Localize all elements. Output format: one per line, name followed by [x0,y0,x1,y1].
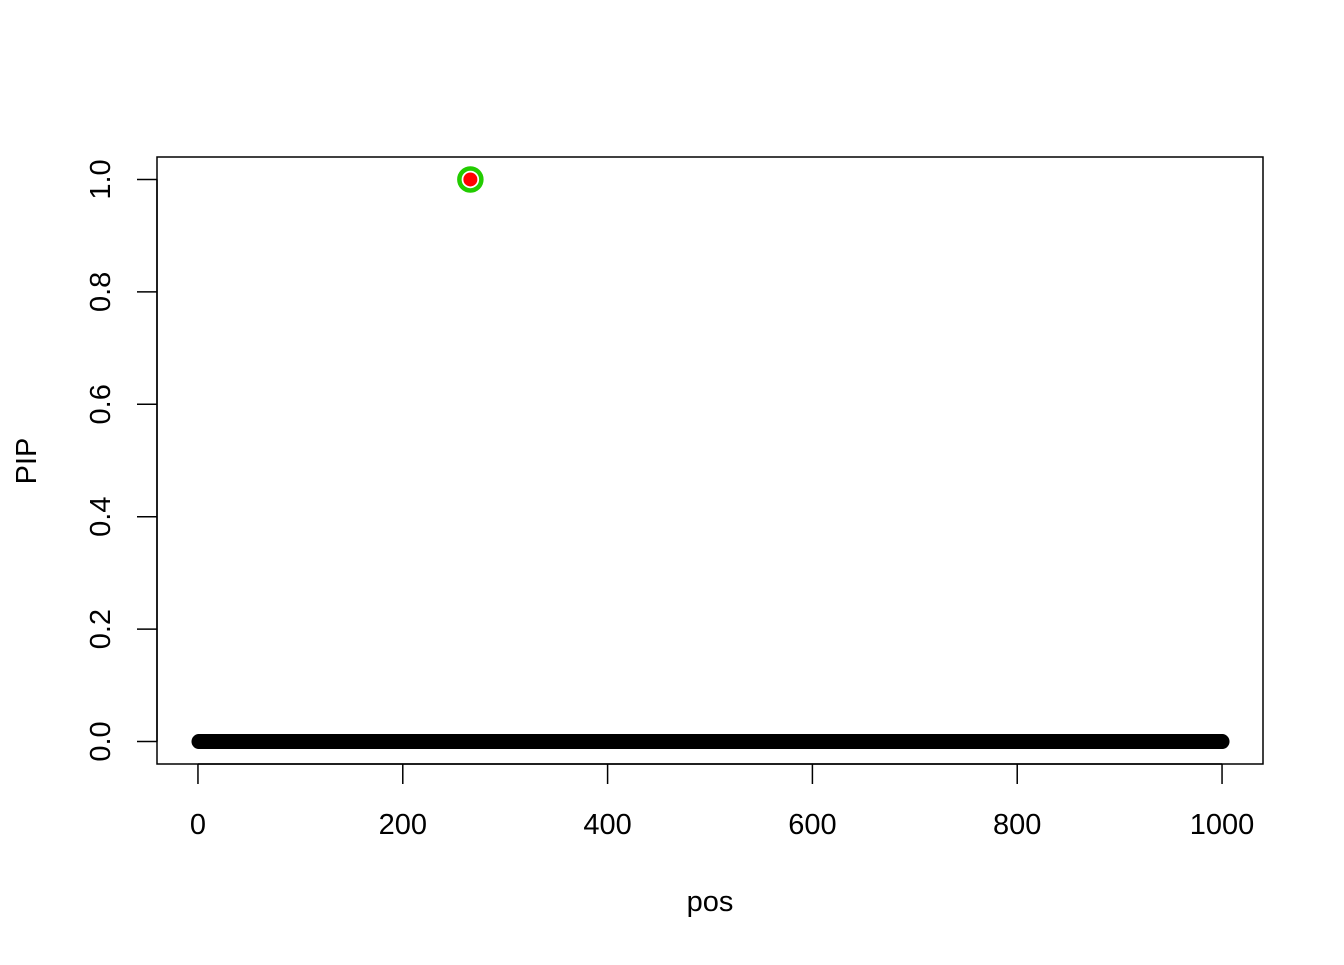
y-tick-label: 1.0 [85,159,117,199]
x-tick-label: 400 [583,809,631,841]
y-tick-label: 0.6 [85,384,117,424]
y-axis: 0.0 0.2 0.4 0.6 0.8 1.0 [85,159,158,762]
y-tick-label: 0.4 [85,497,117,537]
x-tick-label: 0 [190,809,206,841]
x-tick-label: 800 [993,809,1041,841]
highlighted-data-point [463,172,478,187]
x-tick-label: 600 [788,809,836,841]
points-layer [191,166,1230,750]
data-point [1214,734,1230,750]
x-axis: 0 200 400 600 800 1000 [190,763,1255,841]
x-tick-label: 200 [379,809,427,841]
y-tick-label: 0.2 [85,609,117,649]
y-axis-label: PIP [11,438,43,485]
x-tick-label: 1000 [1190,809,1255,841]
y-tick-label: 0.0 [85,721,117,761]
x-axis-label: pos [687,886,734,918]
credible-set-ring [457,166,484,193]
plot-frame [156,156,1264,765]
y-tick-label: 0.8 [85,272,117,312]
